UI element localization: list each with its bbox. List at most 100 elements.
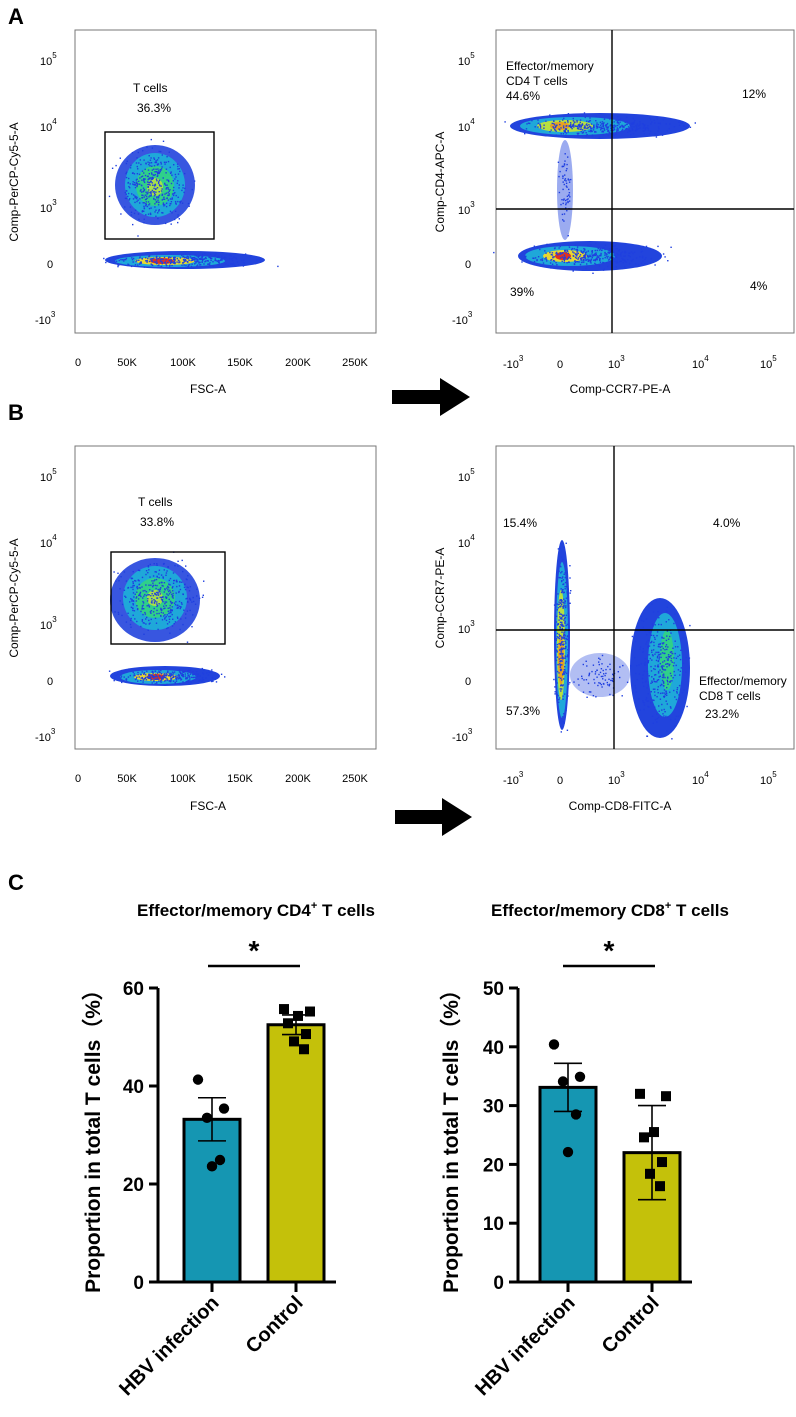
x-tick-250k: 250K: [342, 773, 368, 785]
x-tick-labels: 0 50K 100K 150K 200K 250K: [75, 357, 369, 369]
y-tick-label: 60: [123, 979, 144, 1000]
data-point: [562, 1146, 574, 1158]
y-axis-label: Comp-PerCP-Cy5-5-A: [7, 122, 21, 241]
y-tick-1e5: 105: [458, 51, 475, 68]
event-dots: [103, 138, 279, 268]
x-tick-neg: -103: [503, 770, 524, 787]
bar-chart-cd4: Effector/memory CD4+ T cells 0 20 40 60 Propo…: [81, 900, 375, 1400]
panel-letter-c: C: [8, 870, 24, 895]
data-point: [574, 1071, 586, 1082]
category-label: HBV infection: [471, 1292, 579, 1400]
x-tick-0: 0: [75, 357, 81, 369]
y-tick-label: 20: [123, 1175, 144, 1196]
y-tick-zero: 0: [465, 676, 471, 688]
chart-title: Effector/memory CD8+ T cells: [491, 900, 729, 920]
lr-label-line1: Effector/memory: [699, 674, 787, 688]
x-tick-200k: 200K: [285, 357, 311, 369]
y-tick-label: 40: [123, 1077, 144, 1098]
panel-letter-b: B: [8, 400, 24, 425]
y-tick-1e5: 105: [40, 51, 57, 68]
data-point: [299, 1044, 309, 1055]
bar-chart-cd8: Effector/memory CD8+ T cells 0 10 20 30 40 50 P…: [439, 900, 729, 1400]
y-tick-label: 30: [483, 1097, 504, 1118]
gate-percent: 33.8%: [140, 515, 174, 529]
data-point: [192, 1074, 204, 1085]
density-cloud: [105, 145, 265, 269]
y-tick-1e3: 103: [40, 198, 57, 215]
plot-frame: [74, 445, 377, 750]
y-tick-zero: 0: [47, 676, 53, 688]
x-tick-zero: 0: [557, 359, 563, 371]
x-tick-100k: 100K: [170, 773, 196, 785]
x-tick-1e3: 103: [608, 354, 625, 371]
flow-plot-b-left: T cells 33.8% 105 104 103 0 -103 Comp-Pe…: [7, 445, 377, 813]
x-tick-250k: 250K: [342, 357, 368, 369]
lr-label-line2: CD8 T cells: [699, 689, 761, 703]
data-point: [661, 1091, 671, 1102]
y-axis-label: Comp-CCR7-PE-A: [433, 548, 447, 649]
x-tick-labels: -103 0 103 104 105: [503, 770, 777, 787]
x-tick-1e4: 104: [692, 770, 709, 787]
plot-frame: [495, 29, 795, 334]
y-tick-1e3: 103: [458, 619, 475, 636]
density-cloud: [554, 540, 690, 738]
ul-label-line1: Effector/memory: [506, 59, 594, 73]
data-point: [570, 1109, 582, 1120]
category-label: Control: [242, 1292, 308, 1358]
lr-percent: 4%: [750, 279, 768, 293]
data-point: [301, 1029, 311, 1040]
bar-0: [538, 1085, 598, 1284]
data-point: [279, 1004, 289, 1015]
y-tick-neg: -103: [35, 727, 56, 744]
x-tick-200k: 200K: [285, 773, 311, 785]
panel-letter-a: A: [8, 4, 24, 29]
y-axis-label: Comp-CD4-APC-A: [433, 132, 447, 233]
data-point: [289, 1036, 299, 1047]
x-tick-1e5: 105: [760, 354, 777, 371]
y-tick-1e3: 103: [40, 615, 57, 632]
y-tick-labels: 105 104 103 0 -103: [452, 51, 475, 327]
y-tick-1e4: 104: [458, 533, 475, 550]
chart-title: Effector/memory CD4+ T cells: [137, 900, 375, 920]
y-tick-neg: -103: [452, 727, 473, 744]
plot-frame: [495, 445, 795, 750]
y-tick-label: 0: [493, 1273, 504, 1294]
x-tick-150k: 150K: [227, 357, 253, 369]
y-tick-1e4: 104: [40, 117, 57, 134]
y-tick-1e4: 104: [40, 533, 57, 550]
y-tick-1e5: 105: [40, 467, 57, 484]
y-tick-zero: 0: [465, 259, 471, 271]
gate-name: T cells: [133, 81, 167, 95]
y-tick-label: 50: [483, 979, 504, 1000]
flow-plot-a-right: Effector/memory CD4 T cells 44.6% 12% 39…: [433, 29, 795, 396]
y-tick-labels: 105 104 103 0 -103: [452, 467, 475, 744]
x-tick-100k: 100K: [170, 357, 196, 369]
arrow-right-icon: [392, 378, 470, 416]
ll-percent: 57.3%: [506, 704, 540, 718]
plot-frame: [74, 29, 377, 334]
data-point: [305, 1006, 315, 1017]
ul-percent: 15.4%: [503, 516, 537, 530]
gate-percent: 36.3%: [137, 101, 171, 115]
x-tick-0: 0: [75, 773, 81, 785]
x-axis-label: FSC-A: [190, 799, 226, 813]
data-point: [639, 1132, 649, 1143]
data-point: [649, 1127, 659, 1138]
x-tick-50k: 50K: [117, 773, 137, 785]
arrow-right-icon: [395, 798, 472, 836]
y-axis-label: Proportion in total T cells（%）: [81, 979, 105, 1293]
x-tick-150k: 150K: [227, 773, 253, 785]
y-tick-label: 0: [133, 1273, 144, 1294]
y-tick-label: 40: [483, 1038, 504, 1059]
x-axis-label: Comp-CCR7-PE-A: [570, 382, 671, 396]
y-tick-1e4: 104: [458, 117, 475, 134]
data-point: [293, 1010, 303, 1021]
data-point: [645, 1168, 655, 1179]
category-label: Control: [598, 1292, 664, 1358]
x-tick-50k: 50K: [117, 357, 137, 369]
y-tick-labels: 105 104 103 0 -103: [35, 51, 57, 327]
data-point: [655, 1181, 665, 1192]
significance-star: *: [604, 935, 615, 966]
event-dots: [553, 542, 691, 740]
